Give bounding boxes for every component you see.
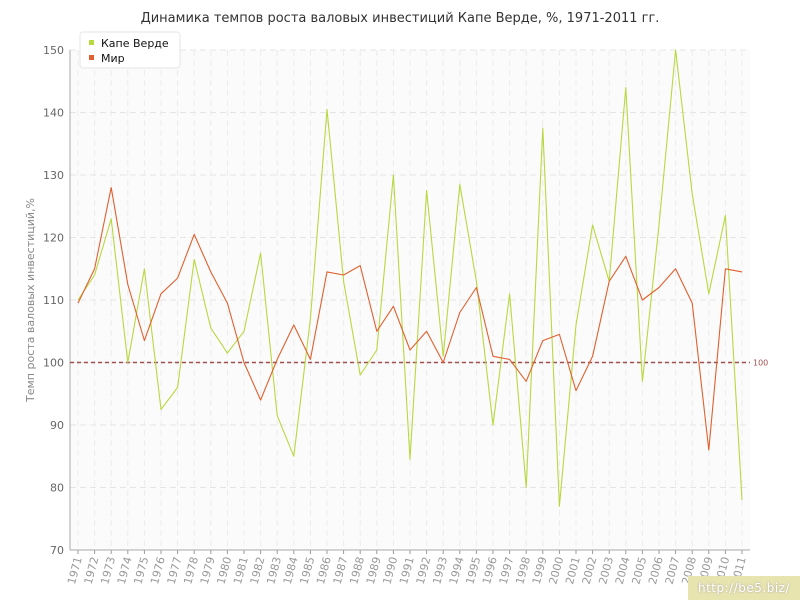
y-axis-label: Темп роста валовых инвестиций,% xyxy=(24,198,37,403)
legend-label: Капе Верде xyxy=(101,37,169,50)
series-line-world xyxy=(77,186,743,451)
axes xyxy=(69,50,750,554)
y-tick-label: 120 xyxy=(43,232,64,245)
chart-title: Динамика темпов роста валовых инвестиций… xyxy=(141,11,660,26)
legend-box xyxy=(79,31,181,69)
series-line-cape-verde xyxy=(77,49,743,507)
series-group xyxy=(77,49,743,507)
y-tick-label: 80 xyxy=(50,482,64,495)
legend-swatch xyxy=(89,40,94,45)
y-tick-label: 90 xyxy=(50,419,64,432)
legend[interactable]: Капе Верде Мир xyxy=(79,31,181,69)
legend-label: Мир xyxy=(101,52,125,65)
y-tick-labels: 70 80 90 100 110 120 130 140 150 xyxy=(43,44,64,557)
y-tick-label: 110 xyxy=(43,294,64,307)
y-tick-label: 100 xyxy=(43,357,64,370)
watermark[interactable]: http://be5.biz/ xyxy=(688,576,800,600)
reference-line-label: 100 xyxy=(753,359,768,368)
reference-line-group: 100 xyxy=(70,359,768,368)
y-tick-label: 130 xyxy=(43,169,64,182)
y-tick-label: 140 xyxy=(43,107,64,120)
grid xyxy=(70,49,750,551)
y-tick-label: 70 xyxy=(50,544,64,557)
y-tick-label: 150 xyxy=(43,44,64,57)
x-tick-labels: 1971197219731974197519761977197819791980… xyxy=(65,555,749,585)
legend-swatch xyxy=(89,55,94,60)
